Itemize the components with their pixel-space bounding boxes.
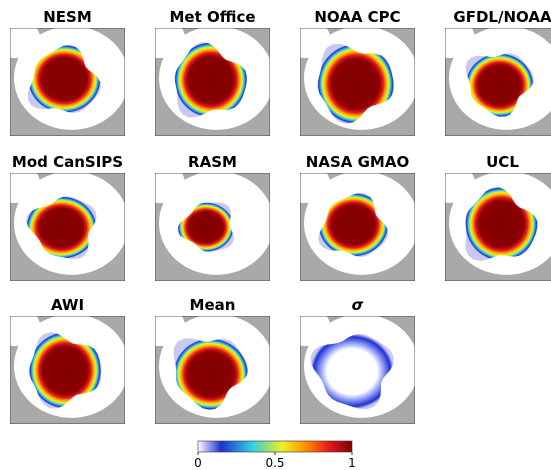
panel-title: Mod CanSIPS [12,153,123,171]
panel-title: σ [352,296,364,314]
map-panel: GFDL/NOAA [425,8,551,136]
panel-title: UCL [486,153,519,171]
map [425,163,551,281]
panel-title: NESM [43,8,92,26]
figure: NESM Met Office NOAA CPC GFDL/NOAA Mod CanSI… [0,0,551,470]
panel-title: RASM [188,153,237,171]
map [0,18,129,136]
tick-label: 1 [348,456,356,470]
map-panel: AWI [0,296,129,424]
ocean [425,163,475,203]
map-panel: NASA GMAO [280,153,419,281]
tick-label: 0.5 [265,456,284,470]
map [280,163,419,281]
map [0,163,129,281]
ocean [135,306,185,346]
map-panel: NESM [0,8,129,136]
ocean [135,163,185,203]
map-panel: NOAA CPC [280,8,419,136]
map-panel: Mod CanSIPS [0,153,129,281]
map-panel: Mean [135,296,274,424]
ocean [280,306,330,346]
map [135,306,274,424]
panel-title: NOAA CPC [314,8,400,26]
map [280,306,419,424]
map-panel: RASM [135,153,274,281]
map [280,18,419,136]
colorbar [198,441,352,452]
map-panel: Met Office [135,8,274,136]
tick-label: 0 [194,456,202,470]
map-panel: σ [280,296,419,424]
map [0,306,129,424]
panel-title: NASA GMAO [306,153,409,171]
map [135,163,274,281]
map [425,18,551,136]
panel-title: Met Office [169,8,255,26]
panel-title: AWI [51,296,84,314]
panel-title: GFDL/NOAA [453,8,551,26]
map [135,18,274,136]
map-panel: UCL [425,153,551,281]
panels: NESM Met Office NOAA CPC GFDL/NOAA Mod CanSI… [0,8,551,424]
panel-title: Mean [190,296,236,314]
